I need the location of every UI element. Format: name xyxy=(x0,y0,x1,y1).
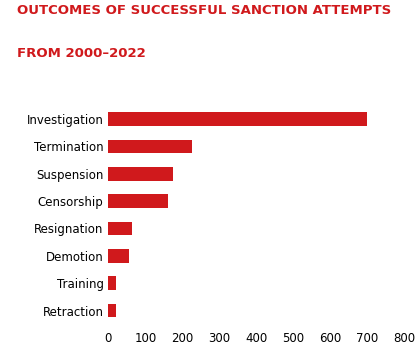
Bar xyxy=(108,167,173,181)
Text: FROM 2000–2022: FROM 2000–2022 xyxy=(17,47,146,60)
Bar xyxy=(108,139,192,153)
Text: OUTCOMES OF SUCCESSFUL SANCTION ATTEMPTS: OUTCOMES OF SUCCESSFUL SANCTION ATTEMPTS xyxy=(17,4,391,17)
Bar xyxy=(108,276,116,290)
Bar xyxy=(108,304,116,317)
Bar xyxy=(108,222,133,235)
Bar xyxy=(108,112,367,126)
Bar xyxy=(108,194,168,208)
Bar xyxy=(108,249,129,263)
